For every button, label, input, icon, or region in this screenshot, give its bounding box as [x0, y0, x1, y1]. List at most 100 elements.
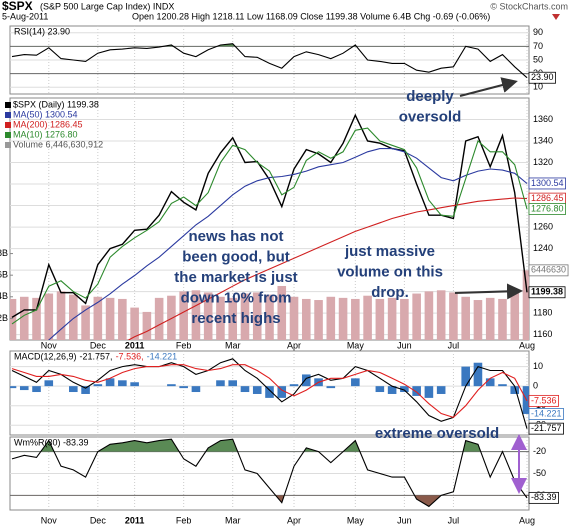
series-line: [127, 197, 528, 340]
histogram-bar: [473, 362, 483, 387]
y-tick-label: 1360: [533, 114, 553, 124]
volume-bar: [203, 292, 213, 340]
end-label: -83.39: [531, 492, 557, 502]
volume-bar: [19, 296, 29, 340]
histogram-bar: [10, 386, 17, 389]
annotation: news has not: [188, 228, 283, 245]
volume-bar: [338, 297, 348, 340]
y-tick-label: 0: [533, 381, 538, 391]
x-tick-label: Apr: [287, 515, 301, 525]
y-tick-label: 1240: [533, 243, 553, 253]
histogram-bar: [277, 386, 287, 398]
legend-swatch: [5, 132, 11, 138]
annotation: oversold: [399, 108, 462, 125]
histogram-bar: [191, 386, 201, 393]
y-tick-label: 90: [533, 27, 543, 37]
volume-bar: [56, 291, 66, 340]
x-tick-label: Apr: [287, 340, 301, 350]
volume-bar: [69, 294, 78, 340]
end-label: 1276.80: [531, 203, 564, 213]
histogram-bar: [400, 386, 409, 393]
y-tick-label: 10: [533, 82, 543, 92]
panel-content: [10, 26, 529, 94]
volume-bar: [142, 311, 152, 340]
histogram-bar: [265, 386, 274, 398]
volume-bar: [216, 296, 225, 340]
volume-bar: [167, 295, 176, 340]
volume-bar: [314, 300, 323, 340]
y-tick-label: 1340: [533, 135, 553, 145]
y-tick-label: 1320: [533, 157, 553, 167]
end-label-box: [528, 177, 566, 190]
volume-bar: [265, 294, 274, 340]
index-name: (S&P 500 Large Cap Index) INDX: [40, 1, 174, 11]
y-tick-label: 10: [533, 361, 543, 371]
volume-bar: [81, 305, 90, 340]
y-tick-label: 70: [533, 41, 543, 51]
y-tick-label: 1180: [533, 307, 552, 317]
end-label-box: [528, 422, 564, 435]
histogram-bar: [498, 384, 507, 387]
end-label-box: [528, 203, 566, 215]
end-label-box: [528, 491, 559, 504]
volume-bar: [32, 297, 41, 340]
y-tick-label: -20: [533, 446, 546, 456]
volume-bar: [473, 300, 483, 340]
legend-swatch: [5, 142, 11, 148]
x-tick-label: Feb: [176, 340, 192, 350]
legend-swatch: [5, 122, 11, 128]
histogram-bar: [179, 386, 188, 389]
y-tick-label: 50: [533, 54, 543, 64]
histogram-bar: [32, 386, 41, 393]
volume-bar: [105, 297, 115, 340]
panel-title: -7.536,: [116, 351, 144, 361]
annotation: recent highs: [191, 310, 280, 327]
panel-title: MACD(12,26,9): [14, 351, 77, 361]
x-tick-label: Mar: [225, 515, 241, 525]
panel-content: [10, 98, 529, 340]
panel-title: RSI(14) 23.90: [14, 26, 70, 36]
histogram-bar: [351, 378, 360, 387]
x-tick-label: Aug: [519, 340, 535, 350]
arrow: [459, 77, 518, 97]
histogram-bar: [19, 386, 29, 391]
histogram-bar: [375, 386, 385, 393]
x-tick-label: 2011: [125, 340, 145, 350]
histogram-bar: [130, 382, 139, 387]
histogram-bar: [461, 366, 470, 387]
histogram-bar: [81, 386, 90, 394]
end-label-box: [528, 286, 566, 299]
down-marker: [552, 14, 560, 20]
x-tick-label: Nov: [41, 515, 58, 525]
y-tick-label: 1160: [533, 329, 552, 339]
histogram-bar: [216, 380, 225, 387]
legend-swatch: [5, 102, 11, 108]
volume-bar: [351, 298, 360, 340]
annotation: deeply: [406, 88, 454, 105]
histogram-bar: [289, 384, 299, 387]
volume-tick-label: 6B: [0, 270, 8, 280]
x-tick-label: May: [347, 340, 365, 350]
end-label: 1286.45: [531, 193, 564, 203]
end-label: 1199.38: [531, 287, 563, 297]
volume-bar: [240, 293, 250, 340]
histogram-bar: [522, 386, 529, 414]
annotation: been good, but: [182, 248, 289, 265]
histogram-bar: [510, 386, 520, 394]
histogram-bar: [240, 386, 250, 393]
series-line: [11, 127, 528, 325]
annotation: extreme oversold: [375, 425, 499, 442]
end-label: -14.221: [531, 408, 562, 418]
legend-label: $SPX (Daily) 1199.38: [13, 99, 99, 109]
histogram-bar: [44, 380, 54, 387]
volume-bar: [522, 270, 529, 340]
panel-title: Wm%R(30) -83.39: [14, 437, 89, 447]
histogram-bar: [326, 386, 336, 389]
volume-bar: [387, 297, 397, 340]
annotation: just massive: [344, 243, 435, 260]
x-tick-label: Feb: [176, 515, 192, 525]
volume-bar: [510, 290, 520, 340]
end-label-box: [528, 408, 564, 420]
histogram-bar: [105, 378, 115, 387]
